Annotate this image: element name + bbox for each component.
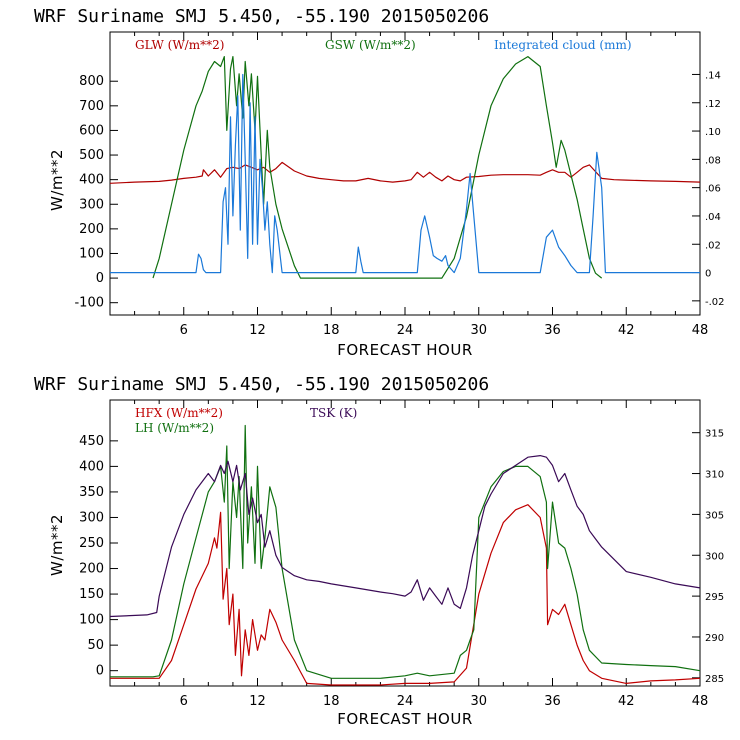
chart-2-series-group: [109, 424, 701, 686]
chart-2-x-tick-label: 12: [249, 694, 266, 709]
chart-1-y-tick-label: 600: [79, 123, 104, 138]
chart-1-right-tick-label: -.02: [705, 297, 725, 308]
chart-2-right-tick-label: 315: [705, 429, 724, 440]
chart-2-right-tick-label: 285: [705, 674, 724, 685]
chart-2-x-tick-label: 18: [323, 694, 340, 709]
chart-1-y-tick-label: 0: [96, 271, 104, 286]
chart-2-right-tick-label: 300: [705, 551, 724, 562]
chart-2-axes: 6 12 18 24 30 36 42 48 0 50 100 150 200 250 300 350 400 4…: [79, 400, 724, 709]
chart-2-y-tick-label: 250: [79, 536, 104, 551]
chart-1-series-glw-line: [109, 161, 701, 184]
chart-1-right-tick-label: .10: [705, 127, 721, 138]
chart-1-legend-cloud: Integrated cloud (mm): [494, 38, 632, 52]
chart-2-right-tick-label: 290: [705, 633, 724, 644]
chart-1-right-tick-label: .08: [705, 155, 721, 166]
chart-1-x-tick-label: 48: [692, 323, 709, 338]
chart-1-series-group: [109, 55, 701, 279]
chart-1-series-gsw-line: [152, 55, 603, 279]
chart-2-series-tsk-line: [109, 455, 701, 618]
chart-2-x-axis-label: FORECAST HOUR: [337, 710, 473, 728]
chart-2-y-tick-label: 50: [87, 638, 104, 653]
chart-2-legend-hfx: HFX (W/m**2): [135, 406, 223, 420]
chart-1-x-tick-label: 18: [323, 323, 340, 338]
chart-2-y-tick-label: 150: [79, 587, 104, 602]
chart-1-radiation-panel: WRF Suriname SMJ 5.450, -55.190 20150502…: [34, 6, 725, 359]
chart-2-y-tick-label: 400: [79, 459, 104, 474]
chart-1-x-tick-label: 6: [180, 323, 188, 338]
chart-1-x-tick-label: 42: [618, 323, 635, 338]
chart-2-legend-tsk: TSK (K): [310, 406, 357, 420]
chart-2-series-lh-line: [110, 424, 701, 679]
chart-2-plot-frame: [109, 399, 701, 687]
chart-1-right-tick-label: .14: [705, 70, 721, 81]
chart-2-x-tick-label: 36: [544, 694, 561, 709]
chart-1-series-integrated-line: [110, 73, 700, 274]
chart-1-x-tick-label: 24: [397, 323, 414, 338]
chart-1-y-tick-label: 700: [79, 99, 104, 114]
chart-2-y-tick-label: 300: [79, 510, 104, 525]
chart-1-axes: 6 12 18 24 30 36 42 48 -100 0 100 200 300 400 500 600 70…: [74, 32, 725, 338]
chart-1-y-axis-label: W/m**2: [48, 149, 66, 211]
chart-2-x-tick-label: 24: [397, 694, 414, 709]
chart-2-y-tick-label: 100: [79, 613, 104, 628]
chart-2-x-tick-label: 30: [470, 694, 487, 709]
chart-1-y-tick-label: 800: [79, 74, 104, 89]
chart-1-title: WRF Suriname SMJ 5.450, -55.190 20150502…: [34, 6, 489, 27]
chart-1-legend-gsw: GSW (W/m**2): [325, 38, 416, 52]
chart-1-x-tick-label: 12: [249, 323, 266, 338]
chart-2-y-tick-label: 0: [96, 664, 104, 679]
chart-2-right-tick-label: 295: [705, 592, 724, 603]
chart-1-y-tick-label: 100: [79, 246, 104, 261]
chart-2-right-tick-label: 310: [705, 470, 724, 481]
chart-1-x-tick-label: 36: [544, 323, 561, 338]
chart-2-x-tick-label: 6: [180, 694, 188, 709]
chart-1-right-tick-label: .12: [705, 99, 721, 110]
chart-1-x-axis-label: FORECAST HOUR: [337, 341, 473, 359]
chart-1-y-tick-label: -100: [74, 296, 104, 311]
chart-1-y-tick-label: 400: [79, 173, 104, 188]
chart-2-y-tick-label: 350: [79, 485, 104, 500]
chart-1-y-tick-label: 200: [79, 222, 104, 237]
chart-2-x-tick-label: 42: [618, 694, 635, 709]
chart-2-legend-lh: LH (W/m**2): [135, 421, 214, 435]
chart-2-title: WRF Suriname SMJ 5.450, -55.190 20150502…: [34, 374, 489, 395]
chart-1-y-tick-label: 500: [79, 148, 104, 163]
chart-2-y-axis-label: W/m**2: [48, 514, 66, 576]
chart-1-right-tick-label: .04: [705, 212, 721, 223]
chart-1-right-tick-label: .06: [705, 184, 721, 195]
chart-1-x-tick-label: 30: [470, 323, 487, 338]
chart-1-legend-glw: GLW (W/m**2): [135, 38, 224, 52]
chart-2-right-tick-label: 305: [705, 510, 724, 521]
chart-2-x-tick-label: 48: [692, 694, 709, 709]
chart-1-right-tick-label: 0: [705, 269, 711, 280]
chart-2-y-tick-label: 200: [79, 562, 104, 577]
chart-2-flux-panel: WRF Suriname SMJ 5.450, -55.190 20150502…: [34, 374, 724, 728]
chart-2-series-hfx-line: [110, 504, 701, 686]
chart-1-y-tick-label: 300: [79, 197, 104, 212]
chart-1-right-tick-label: .02: [705, 240, 721, 251]
chart-2-y-tick-label: 450: [79, 434, 104, 449]
